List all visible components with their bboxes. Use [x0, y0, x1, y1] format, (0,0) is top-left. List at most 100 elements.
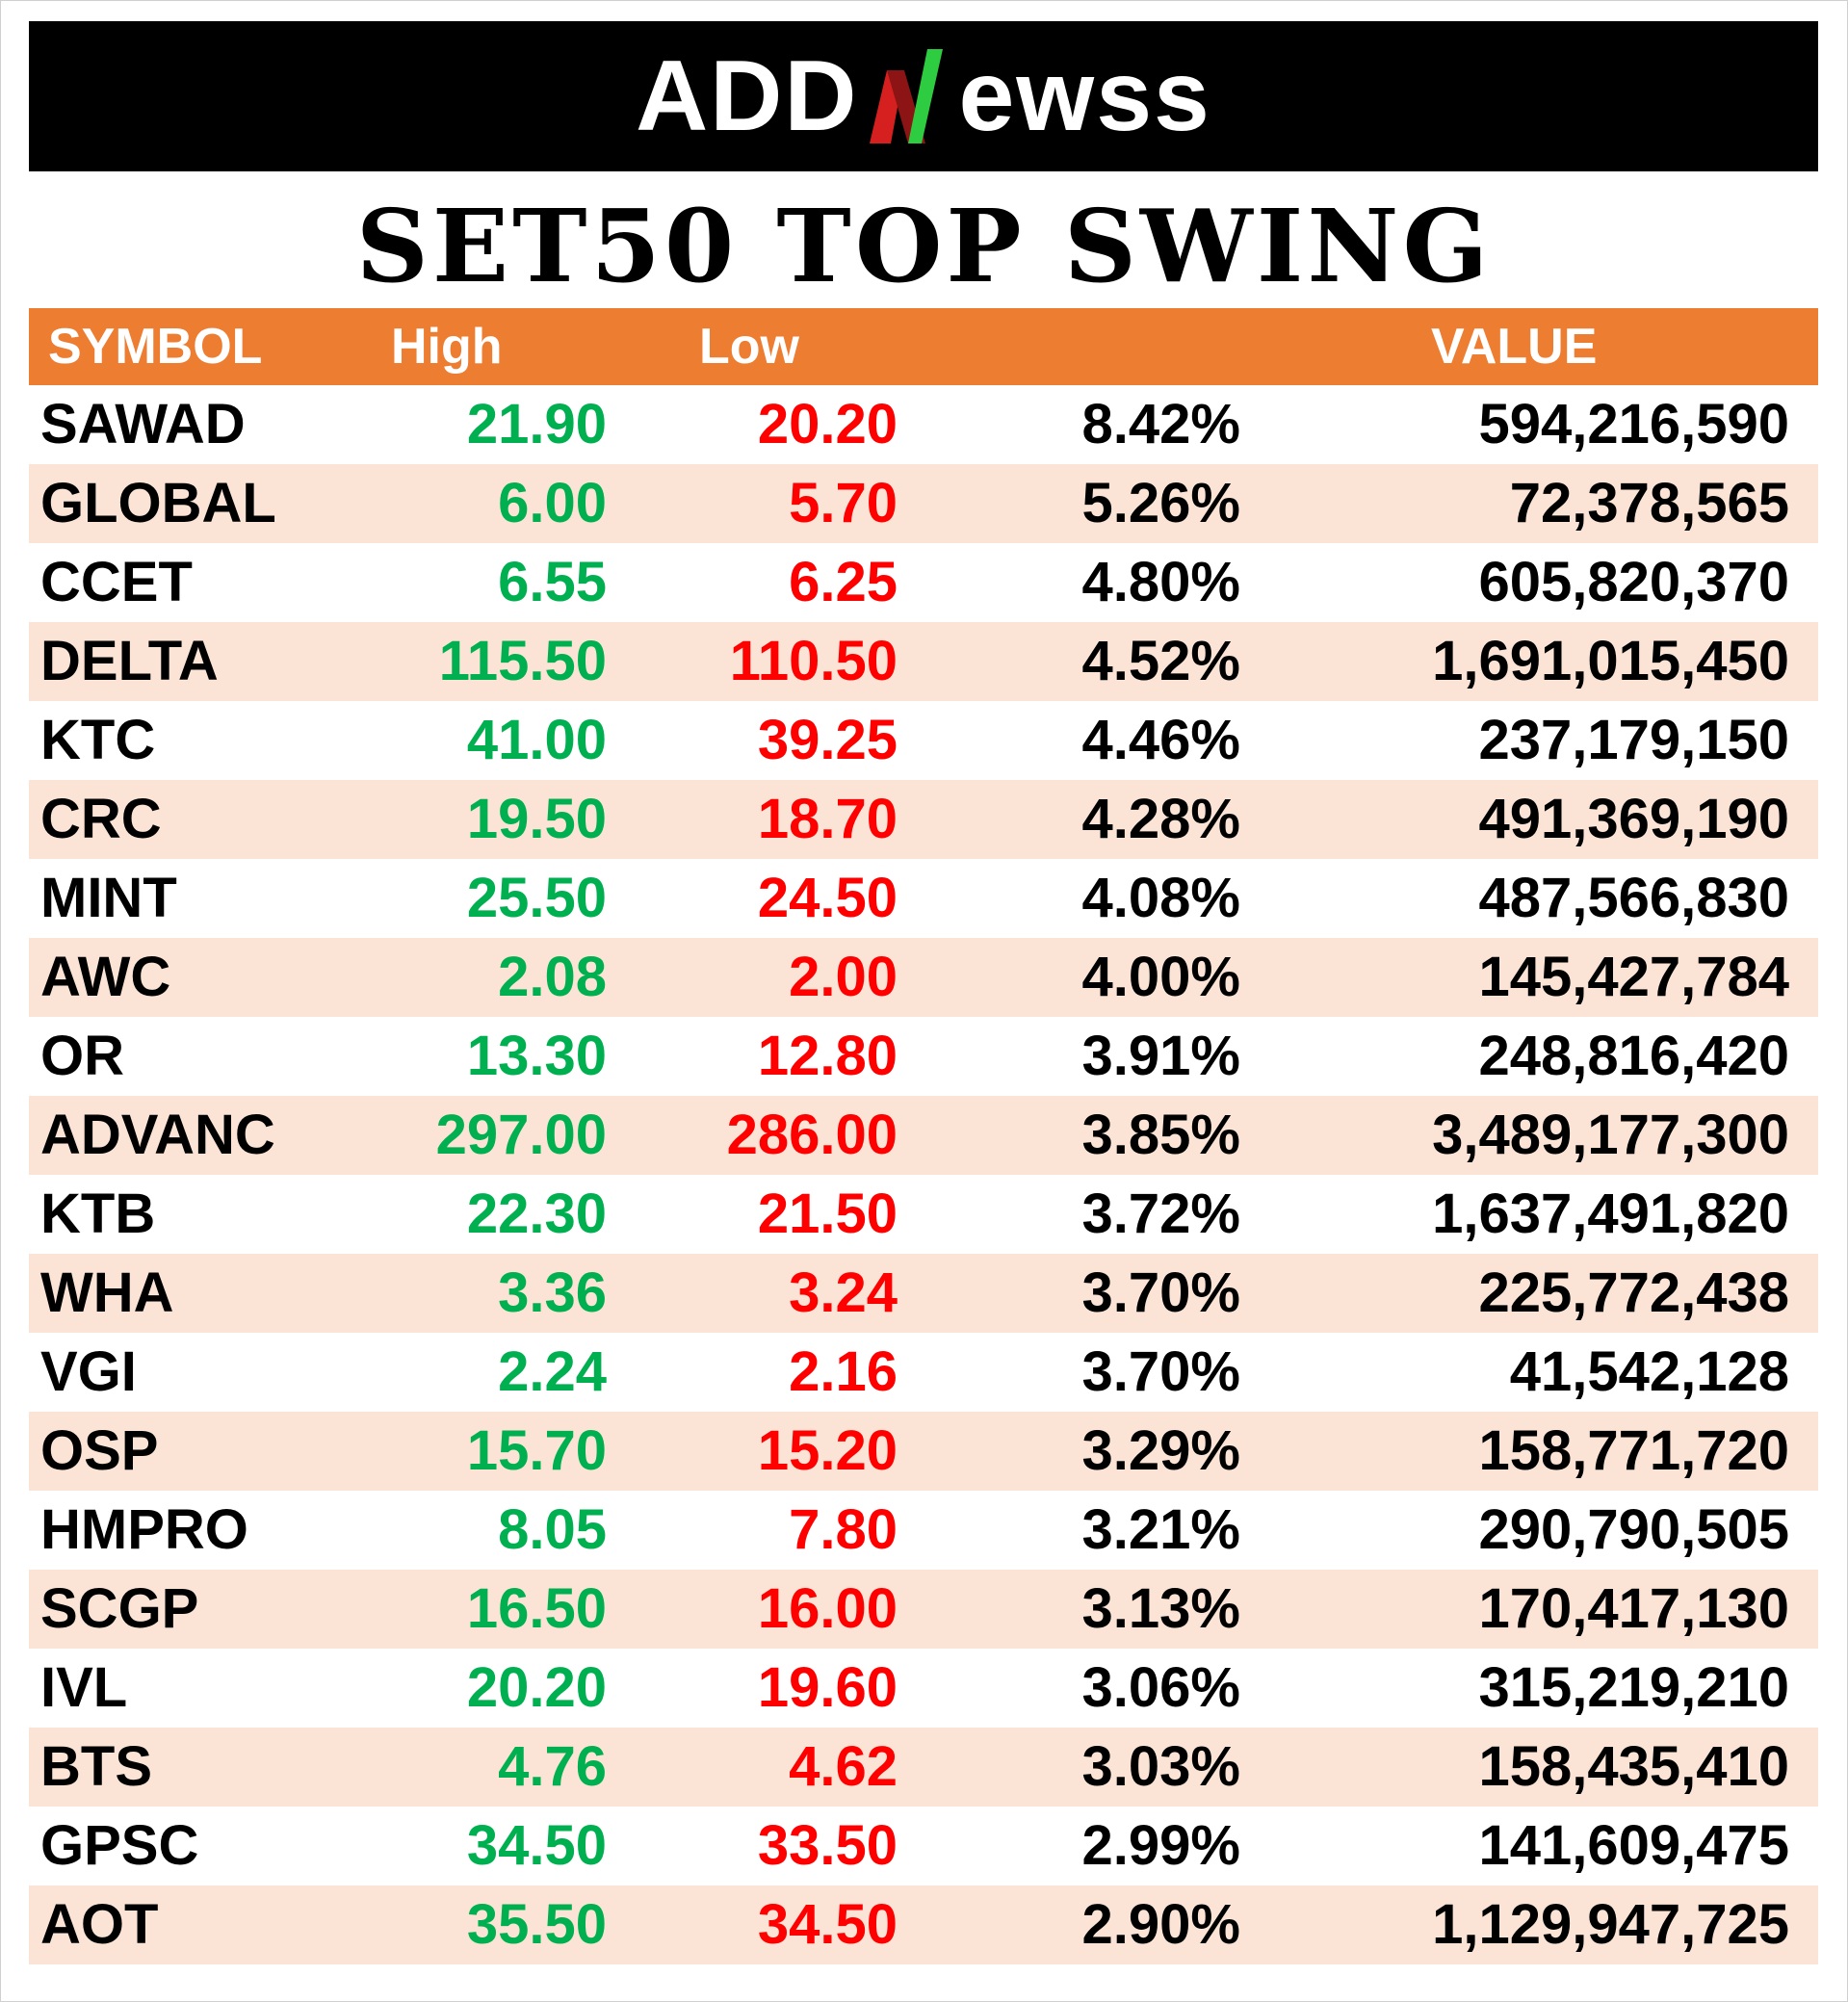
high-cell: 8.05	[498, 1498, 607, 1561]
swing-percent-cell: 3.29%	[1081, 1419, 1240, 1482]
table-row: AOT 35.50 34.50 2.90% 1,129,947,725	[29, 1885, 1818, 1964]
value-cell: 72,378,565	[1509, 472, 1789, 534]
header-low: Low	[699, 319, 799, 375]
logo-n-icon	[870, 49, 944, 143]
swing-percent-cell: 4.28%	[1081, 788, 1240, 850]
swing-percent-cell: 4.00%	[1081, 946, 1240, 1008]
high-cell: 6.55	[498, 551, 607, 613]
value-cell: 315,219,210	[1478, 1656, 1789, 1719]
high-cell: 115.50	[438, 630, 607, 692]
low-cell: 3.24	[789, 1261, 898, 1324]
low-cell: 110.50	[729, 630, 898, 692]
high-cell: 21.90	[466, 393, 607, 455]
swing-percent-cell: 3.06%	[1081, 1656, 1240, 1719]
low-cell: 286.00	[726, 1104, 898, 1166]
table-row: MINT 25.50 24.50 4.08% 487,566,830	[29, 859, 1818, 938]
low-cell: 24.50	[757, 867, 898, 929]
value-cell: 605,820,370	[1478, 551, 1789, 613]
high-cell: 4.76	[498, 1735, 607, 1798]
table-row: WHA 3.36 3.24 3.70% 225,772,438	[29, 1254, 1818, 1333]
value-cell: 170,417,130	[1478, 1577, 1789, 1640]
high-cell: 6.00	[498, 472, 607, 534]
table-row: KTC 41.00 39.25 4.46% 237,179,150	[29, 701, 1818, 780]
low-cell: 15.20	[757, 1419, 898, 1482]
swing-percent-cell: 5.26%	[1081, 472, 1240, 534]
symbol-cell: IVL	[40, 1656, 128, 1719]
header-symbol: SYMBOL	[48, 319, 263, 375]
swing-percent-cell: 3.13%	[1081, 1577, 1240, 1640]
low-cell: 39.25	[757, 709, 898, 771]
high-cell: 34.50	[466, 1814, 607, 1877]
symbol-cell: BTS	[40, 1735, 152, 1798]
value-cell: 290,790,505	[1478, 1498, 1789, 1561]
header-banner: ADD ewss	[29, 21, 1818, 171]
symbol-cell: OR	[40, 1025, 124, 1087]
swing-percent-cell: 4.08%	[1081, 867, 1240, 929]
value-cell: 248,816,420	[1478, 1025, 1789, 1087]
table-row: CRC 19.50 18.70 4.28% 491,369,190	[29, 780, 1818, 859]
table-row: BTS 4.76 4.62 3.03% 158,435,410	[29, 1728, 1818, 1807]
swing-percent-cell: 3.70%	[1081, 1261, 1240, 1324]
low-cell: 16.00	[757, 1577, 898, 1640]
swing-percent-cell: 3.91%	[1081, 1025, 1240, 1087]
high-cell: 3.36	[498, 1261, 607, 1324]
value-cell: 141,609,475	[1478, 1814, 1789, 1877]
high-cell: 22.30	[466, 1183, 607, 1245]
swing-percent-cell: 3.85%	[1081, 1104, 1240, 1166]
value-cell: 491,369,190	[1478, 788, 1789, 850]
symbol-cell: AOT	[40, 1893, 159, 1956]
value-cell: 1,691,015,450	[1432, 630, 1789, 692]
symbol-cell: SAWAD	[40, 393, 246, 455]
table-row: SCGP 16.50 16.00 3.13% 170,417,130	[29, 1570, 1818, 1649]
symbol-cell: OSP	[40, 1419, 159, 1482]
swing-percent-cell: 3.03%	[1081, 1735, 1240, 1798]
table-row: DELTA 115.50 110.50 4.52% 1,691,015,450	[29, 622, 1818, 701]
symbol-cell: AWC	[40, 946, 171, 1008]
symbol-cell: HMPRO	[40, 1498, 248, 1561]
table-row: CCET 6.55 6.25 4.80% 605,820,370	[29, 543, 1818, 622]
swing-percent-cell: 4.46%	[1081, 709, 1240, 771]
low-cell: 5.70	[789, 472, 898, 534]
symbol-cell: GLOBAL	[40, 472, 276, 534]
value-cell: 158,771,720	[1478, 1419, 1789, 1482]
low-cell: 7.80	[789, 1498, 898, 1561]
value-cell: 594,216,590	[1478, 393, 1789, 455]
value-cell: 3,489,177,300	[1432, 1104, 1789, 1166]
symbol-cell: SCGP	[40, 1577, 199, 1640]
logo-text-right: ewss	[958, 40, 1211, 152]
table-row: IVL 20.20 19.60 3.06% 315,219,210	[29, 1649, 1818, 1728]
table-row: GPSC 34.50 33.50 2.99% 141,609,475	[29, 1807, 1818, 1885]
low-cell: 2.00	[789, 946, 898, 1008]
table-header: SYMBOL High Low VALUE	[29, 308, 1818, 385]
low-cell: 20.20	[757, 393, 898, 455]
symbol-cell: DELTA	[40, 630, 219, 692]
symbol-cell: CCET	[40, 551, 193, 613]
swing-percent-cell: 2.90%	[1081, 1893, 1240, 1956]
swing-percent-cell: 3.70%	[1081, 1340, 1240, 1403]
high-cell: 297.00	[435, 1104, 607, 1166]
high-cell: 15.70	[466, 1419, 607, 1482]
symbol-cell: ADVANC	[40, 1104, 275, 1166]
symbol-cell: MINT	[40, 867, 177, 929]
value-cell: 237,179,150	[1478, 709, 1789, 771]
addnewss-logo: ADD ewss	[636, 21, 1211, 171]
low-cell: 12.80	[757, 1025, 898, 1087]
high-cell: 16.50	[466, 1577, 607, 1640]
high-cell: 20.20	[466, 1656, 607, 1719]
swing-percent-cell: 8.42%	[1081, 393, 1240, 455]
swing-percent-cell: 4.52%	[1081, 630, 1240, 692]
low-cell: 4.62	[789, 1735, 898, 1798]
table-row: AWC 2.08 2.00 4.00% 145,427,784	[29, 938, 1818, 1017]
table-row: VGI 2.24 2.16 3.70% 41,542,128	[29, 1333, 1818, 1412]
header-high: High	[391, 319, 503, 375]
symbol-cell: WHA	[40, 1261, 174, 1324]
symbol-cell: VGI	[40, 1340, 137, 1403]
swing-table: SYMBOL High Low VALUE SAWAD 21.90 20.20 8.4…	[29, 308, 1818, 1964]
table-row: SAWAD 21.90 20.20 8.42% 594,216,590	[29, 385, 1818, 464]
table-row: OSP 15.70 15.20 3.29% 158,771,720	[29, 1412, 1818, 1491]
table-row: GLOBAL 6.00 5.70 5.26% 72,378,565	[29, 464, 1818, 543]
table-row: OR 13.30 12.80 3.91% 248,816,420	[29, 1017, 1818, 1096]
value-cell: 1,129,947,725	[1432, 1893, 1789, 1956]
high-cell: 13.30	[466, 1025, 607, 1087]
high-cell: 2.08	[498, 946, 607, 1008]
